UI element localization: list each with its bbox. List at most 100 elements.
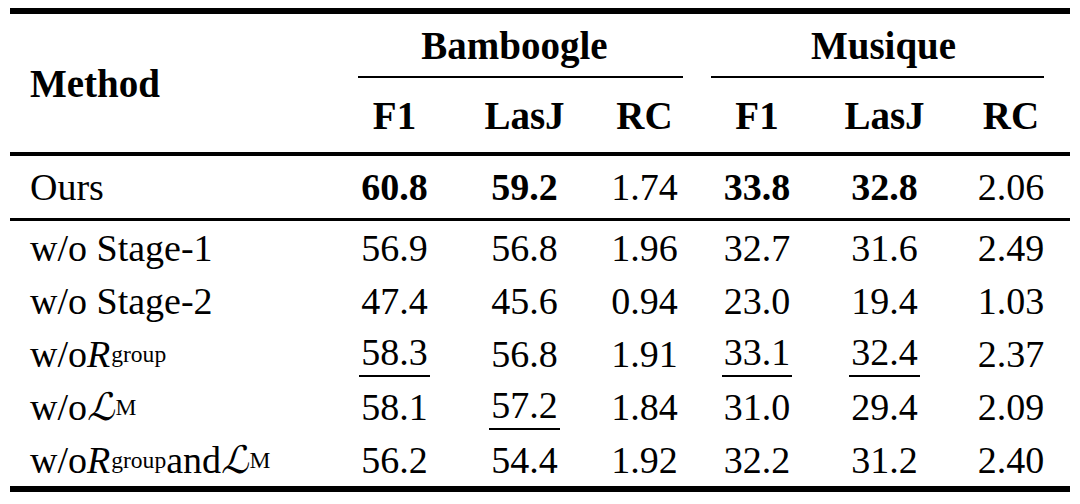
value: 56.8 [491,332,558,376]
value: 1.03 [978,279,1045,323]
value: 45.6 [491,279,558,323]
cell-wo-rgroup-lm-bamboogle-f1: 56.2 [332,433,457,486]
value: 0.94 [611,279,678,323]
value: 23.0 [724,279,791,323]
cell-wo-rgroup-bamboogle-rc: 1.91 [592,327,697,380]
bottom-rule [10,486,1070,492]
cell-wo-stage2-bamboogle-f1: 47.4 [332,274,457,327]
method-text: w/o [30,332,87,376]
value: 31.6 [851,226,918,270]
col-header-musique-lasj: LasJ [817,78,952,152]
cell-wo-rgroup-musique-rc: 2.37 [952,327,1070,380]
cell-wo-lm-musique-rc: 2.09 [952,380,1070,433]
col-header-bamboogle-rc: RC [592,78,697,152]
cell-wo-stage1-musique-rc: 2.49 [952,221,1070,274]
method-text: w/o Stage-2 [30,279,213,323]
value: 2.49 [978,226,1045,270]
value: 56.2 [361,438,428,482]
ablation-table-figure: Method Bamboogle Musique F1 LasJ RC F1 L… [0,0,1080,504]
cell-wo-stage1-bamboogle-lasj: 56.8 [457,221,592,274]
value: 29.4 [851,385,918,429]
cell-wo-rgroup-bamboogle-lasj: 56.8 [457,327,592,380]
cell-wo-rgroup-lm-bamboogle-rc: 1.92 [592,433,697,486]
cell-wo-lm-musique-lasj: 29.4 [817,380,952,433]
cell-wo-stage1-bamboogle-rc: 1.96 [592,221,697,274]
cell-ours-bamboogle-rc: 1.74 [592,156,697,218]
cell-wo-stage1-musique-lasj: 31.6 [817,221,952,274]
results-table: Method Bamboogle Musique F1 LasJ RC F1 L… [10,8,1070,492]
cell-wo-stage2-musique-rc: 1.03 [952,274,1070,327]
value: 56.8 [491,226,558,270]
value: 32.2 [724,438,791,482]
cell-wo-stage2-bamboogle-rc: 0.94 [592,274,697,327]
value: 2.09 [978,385,1045,429]
cell-wo-rgroup-bamboogle-f1: 58.3 [332,327,457,380]
value: 1.96 [611,226,678,270]
cell-ours-musique-rc: 2.06 [952,156,1070,218]
col-header-bamboogle-f1: F1 [332,78,457,152]
value: 57.2 [489,383,560,430]
value: 2.06 [978,165,1045,209]
col-header-bamboogle-lasj: LasJ [457,78,592,152]
value: 33.8 [724,165,791,209]
value: 19.4 [851,279,918,323]
method-cell: Ours [10,156,332,218]
cell-wo-stage1-bamboogle-f1: 56.9 [332,221,457,274]
cell-ours-bamboogle-f1: 60.8 [332,156,457,218]
math-symbol: R [87,332,110,376]
value: 2.37 [978,332,1045,376]
cell-wo-stage2-musique-lasj: 19.4 [817,274,952,327]
method-cell: w/o ℒM [10,380,332,433]
value: 47.4 [361,279,428,323]
method-text: w/o [30,438,87,482]
col-header-musique-rc: RC [952,78,1070,152]
cell-wo-rgroup-lm-musique-rc: 2.40 [952,433,1070,486]
method-cell: w/o Rgroup and ℒM [10,433,332,486]
cell-wo-stage1-musique-f1: 32.7 [697,221,817,274]
cell-wo-lm-bamboogle-lasj: 57.2 [457,380,592,433]
value: 60.8 [361,165,428,209]
value: 31.0 [724,385,791,429]
cell-wo-stage2-bamboogle-lasj: 45.6 [457,274,592,327]
cell-wo-rgroup-lm-bamboogle-lasj: 54.4 [457,433,592,486]
cell-wo-lm-bamboogle-rc: 1.84 [592,380,697,433]
value: 59.2 [491,165,558,209]
cell-wo-rgroup-lm-musique-f1: 32.2 [697,433,817,486]
value: 32.8 [851,165,918,209]
col-header-musique-f1: F1 [697,78,817,152]
value: 2.40 [978,438,1045,482]
value: 1.91 [611,332,678,376]
value: 1.84 [611,385,678,429]
method-text: w/o Stage-1 [30,226,213,270]
group-header-bamboogle: Bamboogle [332,14,697,78]
method-column-header: Method [10,14,332,152]
cell-ours-musique-f1: 33.8 [697,156,817,218]
cell-wo-rgroup-musique-lasj: 32.4 [817,327,952,380]
value: 32.7 [724,226,791,270]
value: 58.1 [361,385,428,429]
value: 58.3 [359,330,430,377]
cell-wo-lm-musique-f1: 31.0 [697,380,817,433]
group-header-label: Musique [697,14,1070,76]
method-text: w/o [30,385,87,429]
math-symbol: R [87,438,110,482]
method-text: Ours [30,165,104,209]
group-header-label: Bamboogle [332,14,697,76]
cell-wo-stage2-musique-f1: 23.0 [697,274,817,327]
method-cell: w/o Rgroup [10,327,332,380]
value: 33.1 [722,330,793,377]
math-symbol: ℒ [221,438,248,482]
value: 32.4 [849,330,920,377]
cell-wo-rgroup-lm-musique-lasj: 31.2 [817,433,952,486]
value: 54.4 [491,438,558,482]
method-cell: w/o Stage-2 [10,274,332,327]
cell-ours-bamboogle-lasj: 59.2 [457,156,592,218]
method-cell: w/o Stage-1 [10,221,332,274]
group-header-musique: Musique [697,14,1070,78]
value: 56.9 [361,226,428,270]
cell-wo-rgroup-musique-f1: 33.1 [697,327,817,380]
cell-wo-lm-bamboogle-f1: 58.1 [332,380,457,433]
cell-ours-musique-lasj: 32.8 [817,156,952,218]
value: 1.74 [611,165,678,209]
value: 31.2 [851,438,918,482]
